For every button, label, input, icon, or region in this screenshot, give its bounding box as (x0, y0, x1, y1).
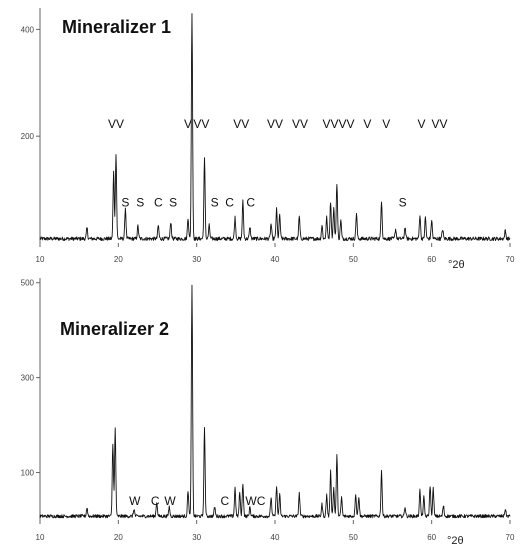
peak-annotation: S (399, 196, 407, 210)
peak-annotation: W (129, 494, 141, 508)
peak-annotation: S (169, 196, 177, 210)
peak-point (441, 228, 443, 230)
peak-annotation: VV (108, 117, 124, 131)
peak-annotation: C (154, 196, 163, 210)
x-tick-label: 20 (114, 255, 123, 264)
peak-point (191, 11, 193, 13)
y-tick-label: 100 (21, 469, 35, 478)
y-tick-label: 200 (21, 132, 35, 141)
x-tick-label: 40 (271, 255, 280, 264)
peak-annotation: VV (292, 117, 308, 131)
x-tick-label: 30 (192, 255, 201, 264)
x-tick-label: 10 (36, 533, 45, 542)
diffraction-trace (39, 13, 511, 242)
peak-annotation: WC (245, 494, 265, 508)
peak-annotation: V (382, 117, 390, 131)
peak-annotation: S (136, 196, 144, 210)
x-tick-label: 40 (271, 533, 280, 542)
peak-point (404, 226, 406, 228)
peak-point (187, 216, 189, 218)
y-tick-label: 300 (21, 374, 35, 383)
peak-annotation: VVVV (322, 117, 354, 131)
peak-annotation: W (164, 494, 176, 508)
diffraction-trace (39, 284, 511, 519)
x-tick-label: 60 (427, 533, 436, 542)
peak-annotation: C (225, 196, 234, 210)
x-tick-label: 70 (506, 255, 515, 264)
x-tick-label: 20 (114, 533, 123, 542)
peak-point (336, 181, 338, 183)
x-tick-label: 10 (36, 255, 45, 264)
x-axis-unit-label: °2θ (447, 535, 464, 547)
x-axis-unit-label: °2θ (448, 259, 465, 271)
peak-annotation: S (211, 196, 219, 210)
y-tick-label: 400 (21, 25, 35, 34)
panel-title: Mineralizer 1 (62, 17, 171, 37)
peak-annotation: S (121, 196, 129, 210)
peak-annotation: V (363, 117, 371, 131)
peak-annotation: V (417, 117, 425, 131)
peak-annotation: VV (193, 117, 209, 131)
peak-point (112, 441, 114, 443)
x-tick-label: 50 (349, 533, 358, 542)
peak-annotation: C (246, 196, 255, 210)
peak-annotation: C (151, 494, 160, 508)
peak-point (329, 200, 331, 202)
peak-point (170, 220, 172, 222)
x-tick-label: 70 (506, 533, 515, 542)
peak-annotation: C (221, 494, 230, 508)
y-tick-label: 500 (21, 279, 35, 288)
peak-annotation: VV (233, 117, 249, 131)
peak-point (115, 152, 117, 154)
panel-title: Mineralizer 2 (60, 319, 169, 339)
peak-point (187, 489, 189, 491)
peak-point (429, 484, 431, 486)
peak-annotation: VV (267, 117, 283, 131)
x-tick-label: 60 (427, 255, 436, 264)
peak-point (380, 199, 382, 201)
peak-annotation: V (184, 117, 192, 131)
x-tick-label: 50 (349, 255, 358, 264)
peak-annotation: VV (431, 117, 447, 131)
peak-point (275, 484, 277, 486)
x-tick-label: 30 (192, 533, 201, 542)
